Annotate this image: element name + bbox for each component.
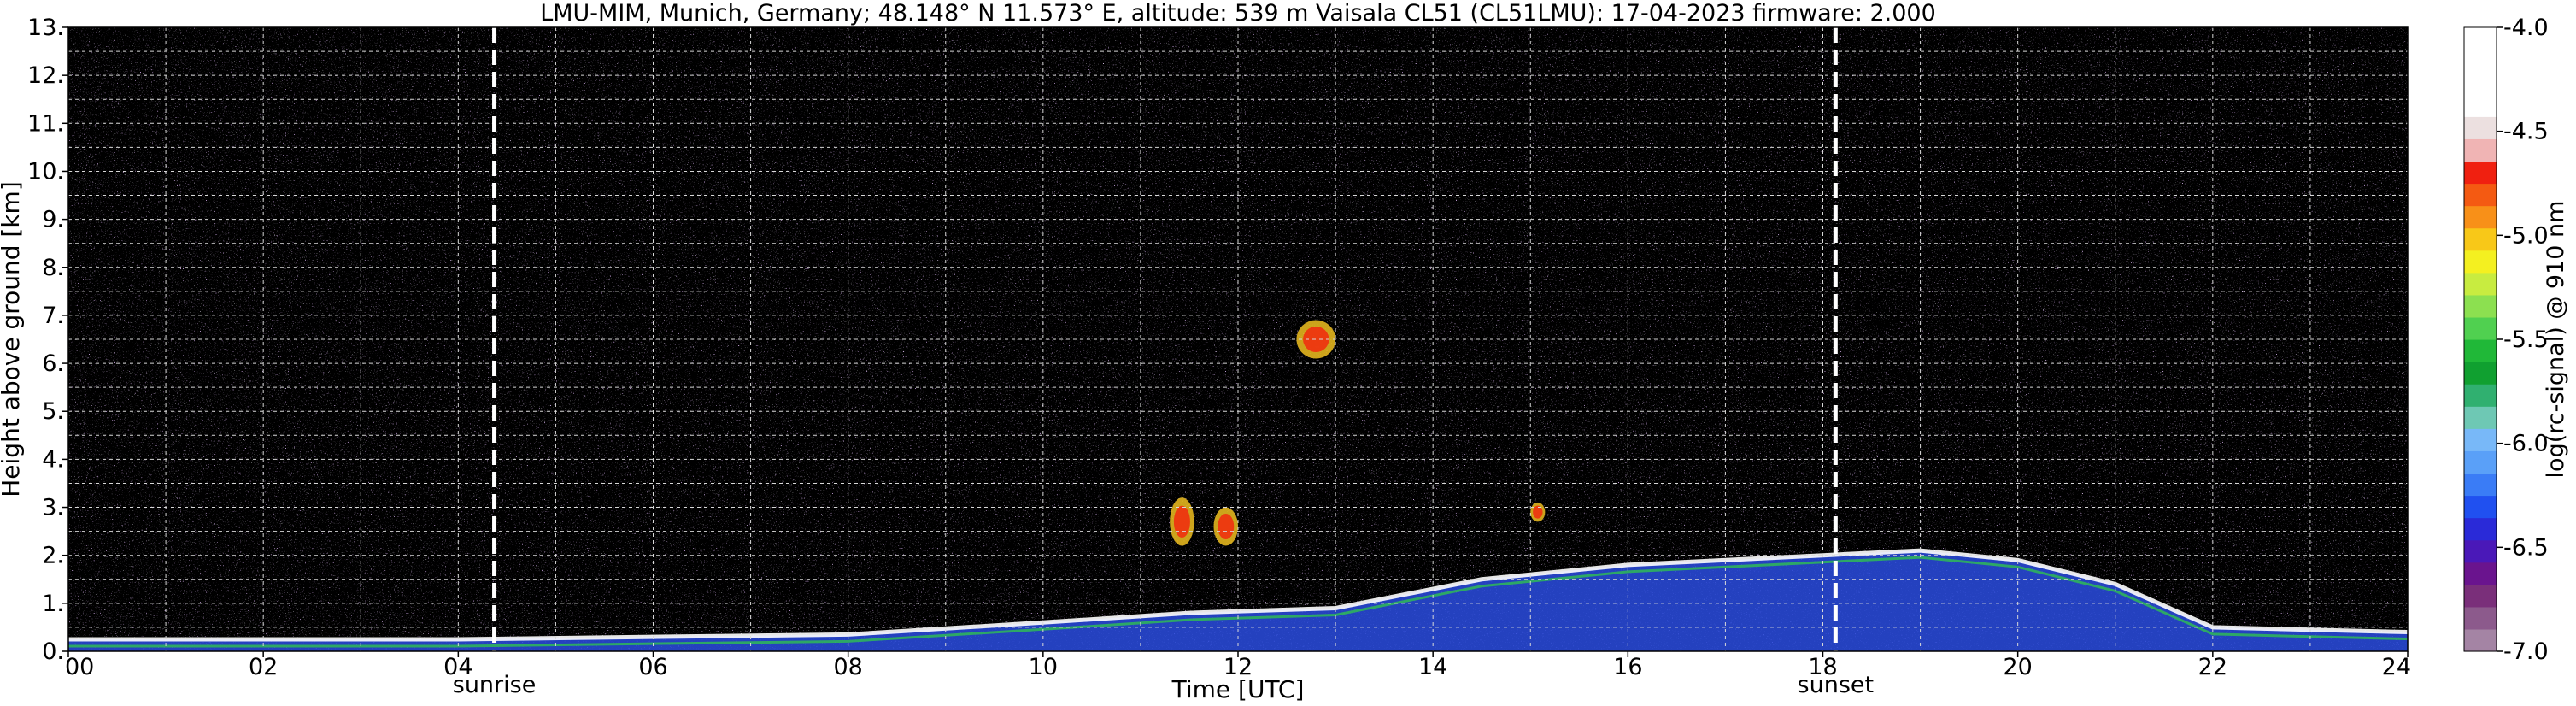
grid-lines [68, 27, 2408, 651]
colorbar-band [2464, 539, 2497, 563]
x-tick-label: 22 [2198, 654, 2227, 680]
y-tick-label: 1. [42, 591, 64, 617]
colorbar-tick-label: -4.0 [2503, 15, 2549, 41]
y-tick-label: 9. [42, 207, 64, 233]
colorbar-band [2464, 428, 2497, 451]
colorbar-label: log(rc-signal) @ 910 nm [2543, 201, 2569, 479]
x-tick-label: 00 [65, 654, 94, 680]
colorbar-band [2464, 227, 2497, 251]
colorbar-band [2464, 339, 2497, 362]
colorbar-band [2464, 628, 2497, 652]
x-tick-label: 20 [2003, 654, 2032, 680]
x-tick-label: 04 [443, 654, 472, 680]
x-tick-label: 14 [1418, 654, 1447, 680]
x-tick-label: 24 [2382, 654, 2411, 680]
y-tick-label: 3. [42, 495, 64, 521]
colorbar-band [2464, 517, 2497, 541]
cloud-core [1533, 505, 1543, 519]
cloud-core [1218, 514, 1235, 539]
colorbar-band [2464, 94, 2497, 117]
colorbar-band [2464, 584, 2497, 608]
colorbar-band [2464, 272, 2497, 296]
colorbar-band [2464, 406, 2497, 429]
y-tick-label: 11. [27, 110, 64, 137]
plot-area: sunrise sunset [67, 26, 2409, 698]
x-tick-label: 18 [1808, 654, 1837, 680]
y-tick-label: 12. [27, 62, 64, 89]
colorbar-band [2464, 138, 2497, 162]
x-tick-label: 16 [1613, 654, 1642, 680]
y-tick-label: 10. [27, 158, 64, 185]
y-tick-label: 13. [27, 15, 64, 41]
colorbar-band [2464, 450, 2497, 474]
x-axis-label: Time [UTC] [1171, 675, 1305, 703]
colorbar-band [2464, 250, 2497, 274]
cloud-core [1173, 505, 1190, 538]
y-tick-label: 6. [42, 350, 64, 377]
y-tick-label: 0. [42, 638, 64, 665]
colorbar-band [2464, 161, 2497, 185]
colorbar-tick-label: -5.0 [2503, 222, 2549, 249]
colorbar-band [2464, 562, 2497, 585]
colorbar-band [2464, 72, 2497, 95]
colorbar-tick-label: -4.5 [2503, 119, 2549, 145]
chart-title: LMU-MIM, Munich, Germany; 48.148° N 11.5… [540, 0, 1936, 26]
boundary-layer-top-line [68, 548, 2408, 642]
x-tick-label: 12 [1223, 654, 1253, 680]
colorbar-band [2464, 294, 2497, 318]
colorbar-tick-label: -7.0 [2503, 638, 2549, 665]
colorbar-band [2464, 362, 2497, 385]
colorbar-band [2464, 606, 2497, 630]
y-tick-label: 4. [42, 446, 64, 473]
y-tick-label: 8. [42, 255, 64, 281]
colorbar-band [2464, 205, 2497, 229]
cloud-core [1303, 327, 1329, 352]
y-tick-label: 2. [42, 543, 64, 569]
colorbar-band [2464, 473, 2497, 497]
colorbar-tick-label: -5.5 [2503, 327, 2549, 353]
x-tick-label: 10 [1029, 654, 1058, 680]
colorbar-band [2464, 495, 2497, 519]
colorbar-band [2464, 183, 2497, 207]
colorbar-band [2464, 50, 2497, 73]
marker-label-sunset: sunset [1798, 672, 1875, 698]
colorbar-band [2464, 316, 2497, 340]
colorbar-band [2464, 27, 2497, 50]
colorbar: -4.0 -4.5 -5.0 -5.5 -6.0 -6.5 -7.0 log(rc-sign… [2463, 15, 2569, 665]
y-tick-label: 7. [42, 303, 64, 329]
colorbar-tick-label: -6.0 [2503, 431, 2549, 457]
y-tick-label: 5. [42, 398, 64, 425]
marker-label-sunrise: sunrise [453, 672, 537, 698]
x-tick-label: 08 [833, 654, 862, 680]
y-axis-label: Height above ground [km] [0, 181, 25, 497]
x-tick-label: 02 [249, 654, 278, 680]
colorbar-tick-label: -6.5 [2503, 534, 2549, 561]
x-tick-label: 06 [638, 654, 667, 680]
colorbar-band [2464, 384, 2497, 407]
colorbar-band [2464, 116, 2497, 139]
